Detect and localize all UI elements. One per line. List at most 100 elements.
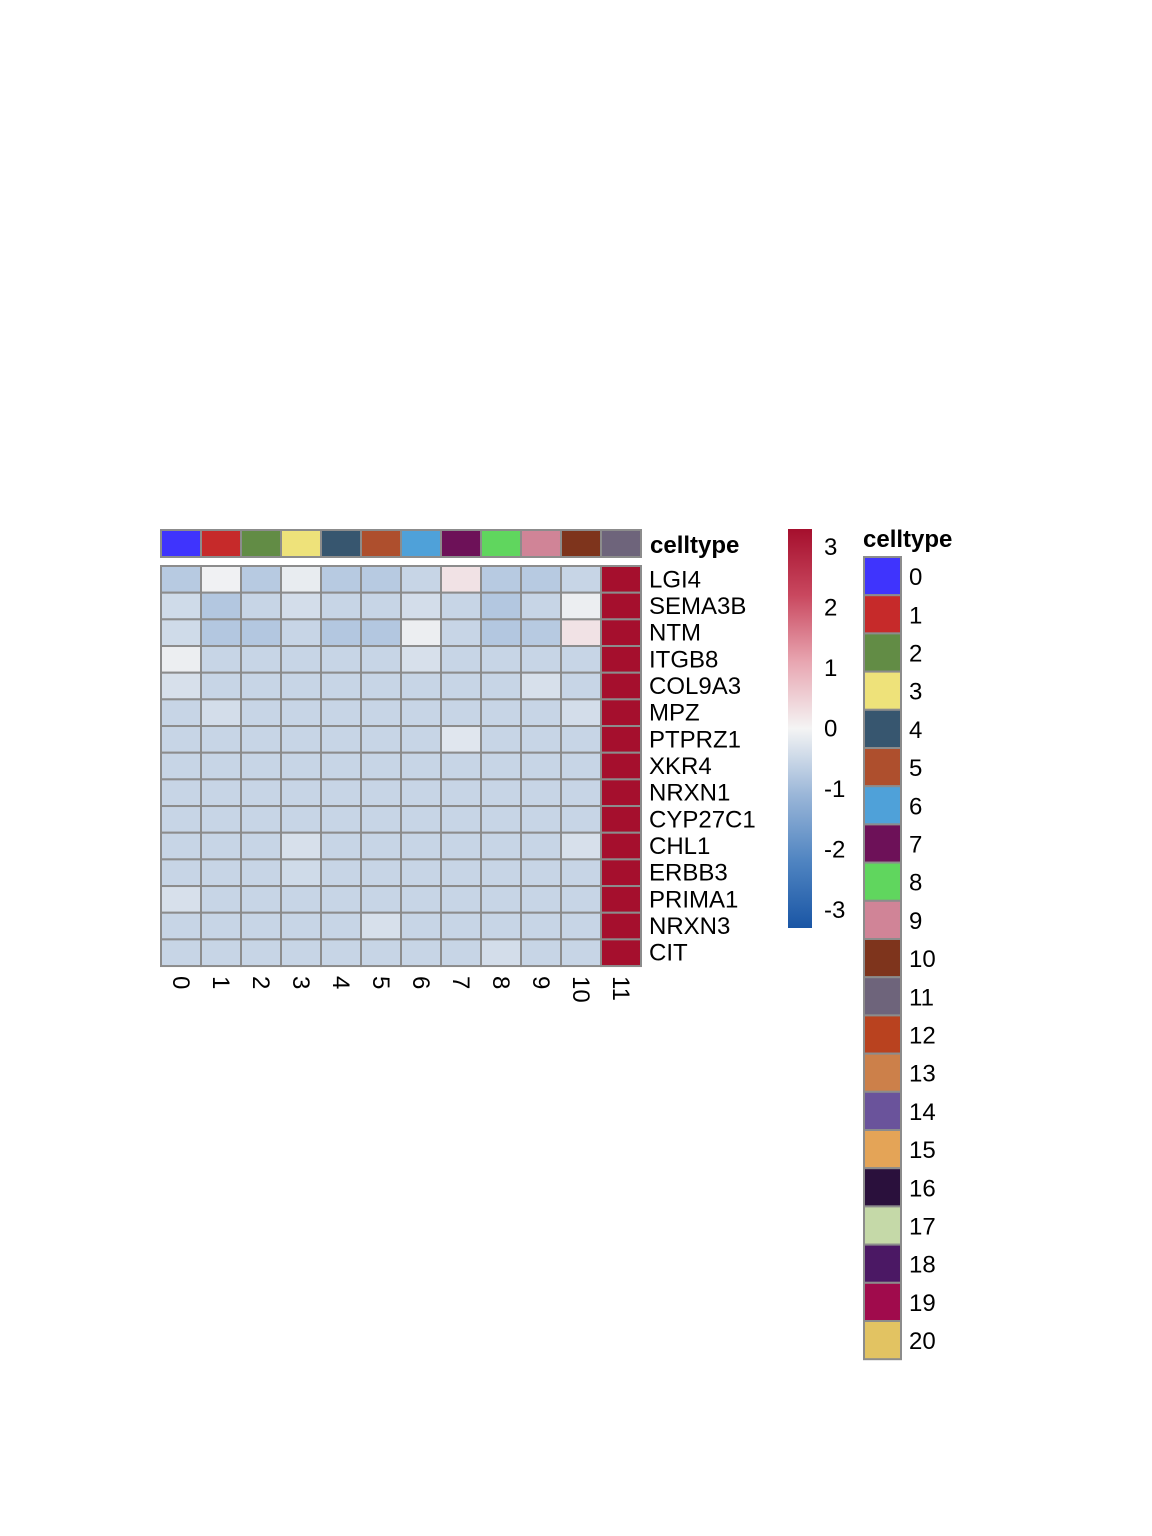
- heatmap-cell: [560, 805, 602, 834]
- heatmap-cell: [400, 805, 442, 834]
- heatmap-cell: [400, 725, 442, 754]
- row-label: CYP27C1: [649, 806, 756, 833]
- legend-swatch-11: [863, 976, 902, 1017]
- heatmap-cell: [280, 938, 322, 968]
- legend-title: celltype: [863, 526, 952, 553]
- heatmap-cell: [360, 778, 402, 808]
- legend-swatch-4: [863, 708, 902, 749]
- heatmap-cell: [600, 725, 642, 754]
- heatmap-cell: [160, 671, 202, 701]
- color-scale-legend: 3 2 1 0 -1 -2 -3: [788, 529, 845, 928]
- column-label: 8: [487, 976, 514, 989]
- heatmap-cell: [520, 885, 562, 914]
- annotation-cell-5: [360, 529, 402, 558]
- heatmap-cell: [360, 618, 402, 648]
- column-label: 11: [607, 976, 634, 1001]
- color-scale-tick: 2: [824, 595, 837, 622]
- heatmap-cell: [400, 858, 442, 888]
- heatmap-cell: [200, 911, 242, 941]
- color-scale-tick: 0: [824, 716, 837, 743]
- heatmap-cell: [280, 565, 322, 594]
- heatmap-cell: [440, 565, 482, 594]
- annotation-cell-9: [520, 529, 562, 558]
- heatmap-cell: [320, 698, 362, 728]
- heatmap-cell: [560, 591, 602, 621]
- heatmap-cell: [160, 751, 202, 781]
- heatmap-cell: [600, 938, 642, 968]
- heatmap-cell: [440, 618, 482, 648]
- heatmap-cell: [600, 591, 642, 621]
- annotation-cell-8: [480, 529, 522, 558]
- heatmap-cell: [520, 805, 562, 834]
- heatmap-cell: [360, 751, 402, 781]
- legend-label: 16: [909, 1175, 936, 1202]
- color-scale-tick: -1: [824, 776, 845, 803]
- heatmap-cell: [520, 938, 562, 968]
- heatmap-cell: [400, 565, 442, 594]
- heatmap-cell: [320, 778, 362, 808]
- heatmap-cell: [440, 938, 482, 968]
- heatmap-cell: [600, 885, 642, 914]
- heatmap-cell: [560, 618, 602, 648]
- row-label: ITGB8: [649, 646, 718, 673]
- heatmap-cells: [160, 565, 642, 968]
- heatmap-cell: [400, 885, 442, 914]
- legend-label: 11: [909, 984, 934, 1011]
- heatmap-cell: [560, 885, 602, 914]
- legend-swatch-14: [863, 1090, 902, 1132]
- legend-label: 5: [909, 755, 922, 782]
- heatmap-cell: [320, 591, 362, 621]
- heatmap-cell: [200, 725, 242, 754]
- heatmap-cell: [160, 698, 202, 728]
- heatmap-cell: [360, 671, 402, 701]
- heatmap-cell: [360, 805, 402, 834]
- heatmap-cell: [320, 831, 362, 861]
- heatmap-cell: [200, 671, 242, 701]
- heatmap-cell: [240, 751, 282, 781]
- heatmap-cell: [200, 591, 242, 621]
- heatmap-cell: [160, 778, 202, 808]
- heatmap-cell: [400, 591, 442, 621]
- heatmap-cell: [280, 778, 322, 808]
- heatmap-cell: [520, 618, 562, 648]
- legend-swatch-3: [863, 670, 902, 711]
- heatmap-cell: [440, 805, 482, 834]
- color-scale-tick: 1: [824, 655, 837, 682]
- heatmap-cell: [360, 725, 402, 754]
- legend-swatch-9: [863, 899, 902, 940]
- heatmap-cell: [240, 805, 282, 834]
- heatmap-cell: [480, 618, 522, 648]
- heatmap-cell: [560, 698, 602, 728]
- heatmap-cell: [560, 671, 602, 701]
- row-label: ERBB3: [649, 860, 728, 887]
- legend-label: 2: [909, 641, 922, 668]
- heatmap-cell: [280, 698, 322, 728]
- heatmap-cell: [240, 698, 282, 728]
- legend-label: 10: [909, 946, 936, 973]
- heatmap-cell: [480, 751, 522, 781]
- heatmap-cell: [400, 645, 442, 674]
- heatmap-cell: [480, 725, 522, 754]
- heatmap-cell: [280, 911, 322, 941]
- heatmap-cell: [360, 645, 402, 674]
- legend-swatch-8: [863, 861, 902, 902]
- heatmap-cell: [400, 671, 442, 701]
- heatmap-cell: [600, 751, 642, 781]
- legend-swatch-16: [863, 1167, 902, 1208]
- heatmap-cell: [320, 645, 362, 674]
- heatmap-cell: [440, 911, 482, 941]
- column-label: 2: [247, 976, 274, 989]
- heatmap-cell: [560, 831, 602, 861]
- legend-label: 14: [909, 1099, 936, 1126]
- annotation-cell-11: [600, 529, 642, 558]
- heatmap-cell: [160, 858, 202, 888]
- heatmap-cell: [280, 645, 322, 674]
- heatmap-cell: [160, 725, 202, 754]
- legend-label: 8: [909, 870, 922, 897]
- legend-label: 13: [909, 1061, 936, 1088]
- heatmap-cell: [280, 725, 322, 754]
- legend-swatch-13: [863, 1052, 902, 1093]
- heatmap-cell: [240, 778, 282, 808]
- row-label: MPZ: [649, 700, 700, 727]
